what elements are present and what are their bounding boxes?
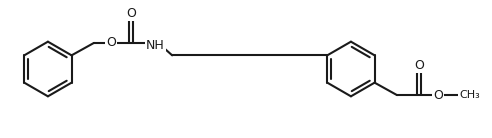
Text: O: O xyxy=(433,89,443,102)
Text: O: O xyxy=(106,36,116,49)
Text: O: O xyxy=(126,7,136,20)
Text: O: O xyxy=(414,59,424,72)
Text: CH₃: CH₃ xyxy=(459,90,480,100)
Text: NH: NH xyxy=(146,39,165,52)
